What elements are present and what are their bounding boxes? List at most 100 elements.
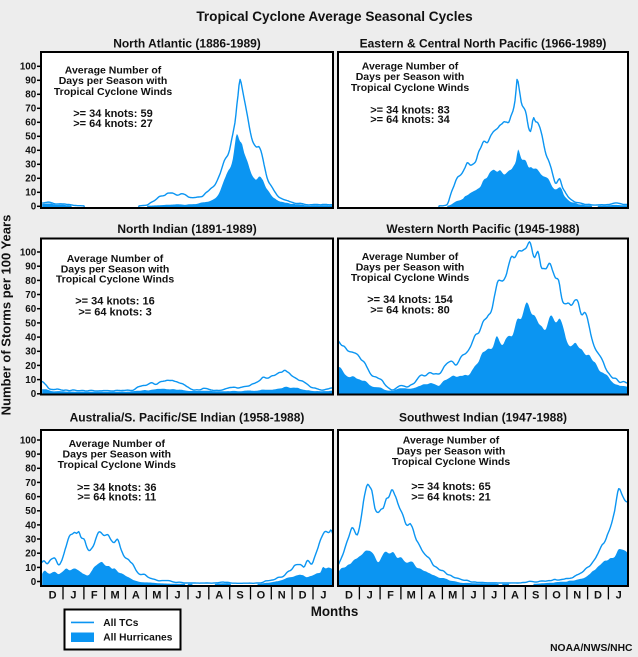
svg-text:50: 50 [25,318,36,329]
svg-text:80: 80 [25,276,36,287]
svg-text:Average Number of: Average Number of [403,435,500,447]
svg-text:20: 20 [25,361,36,372]
svg-text:30: 30 [25,347,36,358]
svg-text:Days per Season with: Days per Season with [356,262,465,274]
svg-text:>= 64 knots: 21: >= 64 knots: 21 [411,491,491,503]
svg-text:90: 90 [25,76,36,87]
svg-text:40: 40 [25,146,36,157]
svg-text:J: J [616,590,622,602]
svg-text:D: D [299,590,307,602]
svg-text:North Indian (1891-1989): North Indian (1891-1989) [117,222,256,236]
svg-text:70: 70 [25,104,36,115]
svg-text:100: 100 [20,435,37,446]
svg-text:M: M [407,590,416,602]
svg-text:Months: Months [311,604,359,619]
svg-text:>= 34 knots: 36: >= 34 knots: 36 [77,482,157,494]
svg-text:40: 40 [25,333,36,344]
svg-text:>= 34 knots: 16: >= 34 knots: 16 [75,296,155,308]
svg-text:Average Number of: Average Number of [65,64,162,76]
svg-text:J: J [175,590,181,602]
svg-text:>= 34 knots: 154: >= 34 knots: 154 [367,294,453,306]
svg-text:S: S [532,590,539,602]
svg-text:N: N [278,590,286,602]
svg-text:J: J [70,590,76,602]
svg-text:Tropical Cyclone Winds: Tropical Cyclone Winds [58,459,177,471]
svg-text:80: 80 [25,464,36,475]
svg-text:Average Number of: Average Number of [67,253,164,265]
svg-text:60: 60 [25,118,36,129]
svg-text:60: 60 [25,304,36,315]
svg-text:Southwest Indian (1947-1988): Southwest Indian (1947-1988) [399,411,567,425]
svg-text:North Atlantic (1886-1989): North Atlantic (1886-1989) [113,37,261,51]
svg-text:>= 34 knots: 59: >= 34 knots: 59 [73,108,153,120]
svg-text:Average Number of: Average Number of [362,251,459,263]
svg-text:20: 20 [25,549,36,560]
svg-text:S: S [236,590,243,602]
svg-text:F: F [387,590,394,602]
svg-text:A: A [215,590,223,602]
svg-text:10: 10 [25,375,36,386]
svg-text:>= 34 knots: 83: >= 34 knots: 83 [370,104,450,116]
svg-text:Average Number of: Average Number of [362,61,459,73]
svg-text:50: 50 [25,132,36,143]
svg-text:0: 0 [31,577,37,588]
svg-text:J: J [195,590,201,602]
svg-text:Tropical Cyclone Winds: Tropical Cyclone Winds [392,456,511,468]
svg-text:90: 90 [25,262,36,273]
svg-text:M: M [152,590,161,602]
svg-text:M: M [448,590,457,602]
svg-text:90: 90 [25,450,36,461]
svg-text:20: 20 [25,174,36,185]
svg-text:F: F [91,590,98,602]
svg-text:>= 64 knots: 11: >= 64 knots: 11 [77,492,156,504]
svg-text:Tropical Cyclone Winds: Tropical Cyclone Winds [54,86,173,98]
svg-text:Tropical Cyclone Average Seaso: Tropical Cyclone Average Seasonal Cycles [196,9,472,24]
svg-text:100: 100 [20,247,37,258]
svg-text:Days per Season with: Days per Season with [356,71,465,83]
svg-text:Days per Season with: Days per Season with [61,263,170,275]
svg-text:Tropical Cyclone Winds: Tropical Cyclone Winds [351,272,470,284]
svg-text:All TCs: All TCs [103,618,138,629]
svg-text:N: N [573,590,581,602]
svg-text:D: D [594,590,602,602]
svg-text:40: 40 [25,520,36,531]
svg-text:NOAA/NWS/NHC: NOAA/NWS/NHC [550,643,633,654]
svg-text:O: O [257,590,266,602]
svg-text:0: 0 [31,389,37,400]
svg-text:A: A [428,590,436,602]
svg-text:Tropical Cyclone Winds: Tropical Cyclone Winds [351,82,470,94]
svg-text:>= 34 knots: 65: >= 34 knots: 65 [411,481,491,493]
svg-text:J: J [367,590,373,602]
svg-text:Australia/S. Pacific/SE Indian: Australia/S. Pacific/SE Indian (1958-198… [70,411,305,425]
svg-text:10: 10 [25,563,36,574]
svg-text:All Hurricanes: All Hurricanes [103,633,172,644]
svg-text:Eastern & Central North Pacifi: Eastern & Central North Pacific (1966-19… [360,37,607,51]
svg-text:30: 30 [25,160,36,171]
svg-text:O: O [552,590,561,602]
svg-text:D: D [49,590,57,602]
svg-text:70: 70 [25,290,36,301]
svg-text:Western North Pacific (1945-19: Western North Pacific (1945-1988) [386,222,579,236]
svg-text:Number of Storms per 100 Years: Number of Storms per 100 Years [0,215,14,416]
svg-text:J: J [491,590,497,602]
svg-text:Tropical Cyclone Winds: Tropical Cyclone Winds [56,274,175,286]
svg-text:80: 80 [25,90,36,101]
svg-text:A: A [132,590,140,602]
svg-text:M: M [111,590,120,602]
svg-text:70: 70 [25,478,36,489]
svg-text:10: 10 [25,188,36,199]
svg-text:>= 64 knots: 34: >= 64 knots: 34 [370,114,450,126]
svg-text:30: 30 [25,534,36,545]
svg-text:Average Number of: Average Number of [69,438,166,450]
svg-text:>= 64 knots: 80: >= 64 knots: 80 [370,305,450,317]
svg-text:A: A [511,590,519,602]
svg-text:Days per Season with: Days per Season with [397,445,506,457]
svg-text:0: 0 [31,202,37,213]
svg-text:100: 100 [20,62,37,73]
svg-text:Days per Season with: Days per Season with [63,449,172,461]
svg-text:J: J [320,590,326,602]
svg-text:J: J [470,590,476,602]
svg-text:D: D [345,590,353,602]
svg-text:>= 64 knots: 27: >= 64 knots: 27 [73,118,153,130]
svg-text:60: 60 [25,492,36,503]
